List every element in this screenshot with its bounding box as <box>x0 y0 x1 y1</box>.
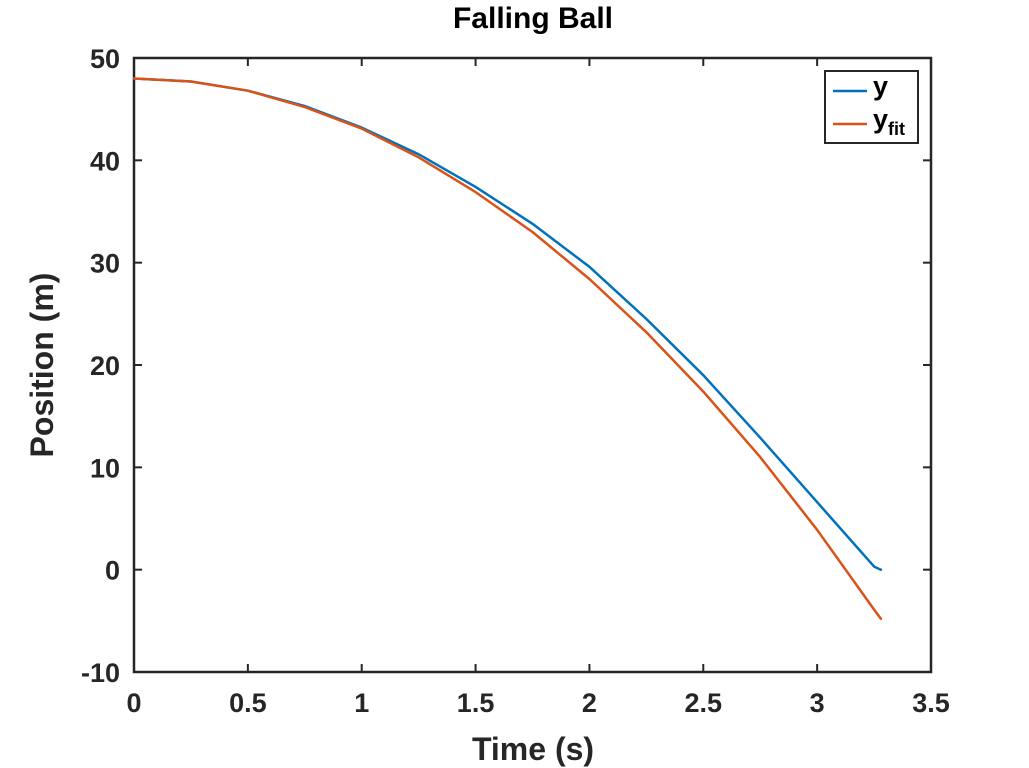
chart-title: Falling Ball <box>453 2 613 35</box>
y-tick-label: 20 <box>90 351 120 381</box>
x-tick-label: 3.5 <box>912 688 950 718</box>
y-tick-label: 40 <box>90 146 120 176</box>
x-tick-label: 2 <box>582 688 597 718</box>
legend-box <box>824 70 919 144</box>
y-tick-label: 50 <box>90 44 120 74</box>
y-tick-label: 10 <box>90 453 120 483</box>
x-tick-label: 3 <box>810 688 825 718</box>
x-tick-label: 2.5 <box>685 688 723 718</box>
plot-area <box>132 56 933 674</box>
y-tick-label: -10 <box>81 658 120 688</box>
x-axis-label: Time (s) <box>472 731 594 767</box>
axes-box <box>132 56 933 674</box>
series-layer <box>132 77 883 621</box>
x-tick-label: 0 <box>126 688 141 718</box>
y-tick-label: 0 <box>105 556 120 586</box>
y-tick-label: 30 <box>90 249 120 279</box>
y-axis-label: Position (m) <box>24 273 60 458</box>
x-tick-label: 1.5 <box>457 688 495 718</box>
x-tick-label: 0.5 <box>229 688 267 718</box>
series-line-y-fit <box>132 77 883 621</box>
x-tick-label: 1 <box>354 688 369 718</box>
legend-label-subscript: fit <box>888 119 905 139</box>
legend-label: y <box>873 71 888 101</box>
